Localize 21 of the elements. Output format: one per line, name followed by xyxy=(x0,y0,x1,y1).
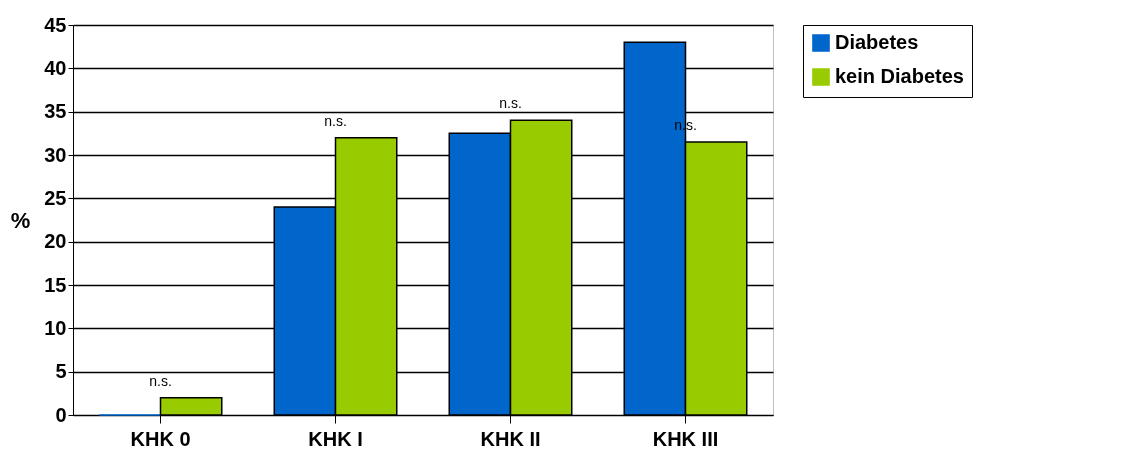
y-tick-label: 10 xyxy=(44,316,67,339)
y-tick-label: 5 xyxy=(55,360,67,383)
x-tick-label: KHK III xyxy=(652,427,719,450)
y-axis-title: % xyxy=(10,207,31,233)
legend-label: kein Diabetes xyxy=(835,65,964,87)
x-tick-label: KHK 0 xyxy=(130,427,191,450)
x-tick-label: KHK I xyxy=(308,427,363,450)
y-tick-label: 45 xyxy=(44,13,67,36)
y-tick-label: 35 xyxy=(44,100,67,123)
y-tick-label: 30 xyxy=(44,143,67,166)
annotation: n.s. xyxy=(324,112,347,129)
x-tick-label: KHK II xyxy=(480,427,541,450)
legend-label: Diabetes xyxy=(835,31,919,53)
annotation: n.s. xyxy=(499,95,522,112)
y-tick-label: 15 xyxy=(44,273,67,296)
y-tick-label: 25 xyxy=(44,186,67,209)
y-tick-label: 20 xyxy=(44,230,67,253)
annotation: n.s. xyxy=(149,372,172,389)
y-tick-label: 40 xyxy=(44,56,67,79)
y-tick-label: 0 xyxy=(55,403,67,426)
annotation: n.s. xyxy=(674,117,697,133)
